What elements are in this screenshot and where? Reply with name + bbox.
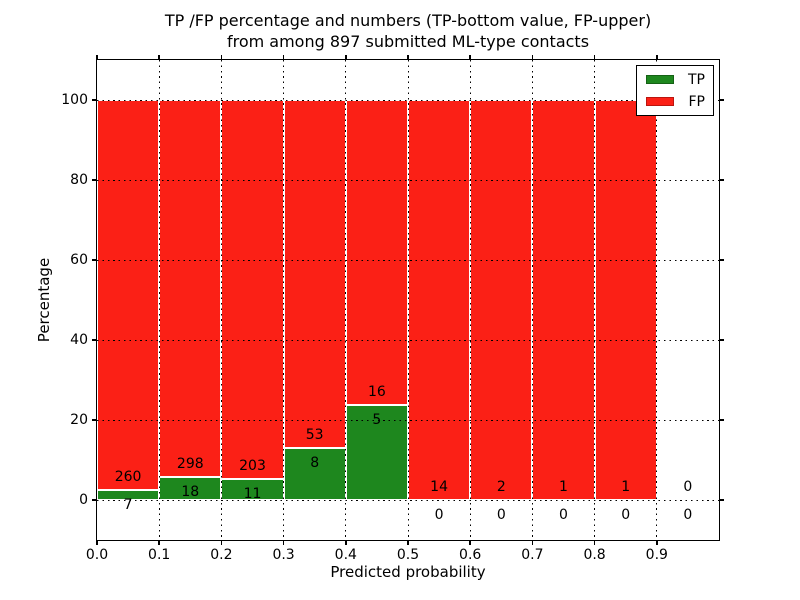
x-axis-label: Predicted probability [330,563,486,581]
fp-bar-segment [532,100,595,500]
x-axis-tick-top [282,55,285,60]
x-tick-label: 0.0 [85,547,109,563]
x-tick-label: 0.7 [521,547,544,563]
tp-count-label: 0 [559,507,568,523]
y-tick-label: 40 [70,332,88,348]
x-tick-label: 0.1 [148,547,171,563]
y-axis-tick-right [719,179,724,181]
chart-title: TP /FP percentage and numbers (TP-bottom… [97,10,719,52]
y-axis-tick [92,99,97,101]
fp-count-label: 1 [559,479,568,495]
fp-bar-segment [594,100,657,500]
fp-bar-segment [408,100,471,500]
legend-entry-fp: FP [646,92,705,111]
fp-bar-segment [470,100,533,500]
chart-title-line1: TP /FP percentage and numbers (TP-bottom… [164,11,652,30]
y-axis-tick [92,179,97,181]
fp-count-label: 2 [496,479,506,495]
tp-count-label: 11 [243,486,262,503]
plot-area: TP FP 260 7 298 18 203 11 53 8 16 5 14 0 2 0 1 0 1 0 0 0 [96,59,720,541]
fp-count-label: 298 [176,456,204,473]
fp-count-label: 260 [114,468,142,485]
y-axis-tick [92,419,97,421]
x-axis-tick [96,540,98,545]
y-tick-label: 0 [79,492,88,508]
tp-count-label: 18 [181,484,200,501]
tp-count-label: 0 [496,507,506,523]
x-axis-tick-top [469,55,471,60]
fp-count-label: 1 [621,479,631,495]
tp-bar-segment [97,489,160,500]
x-tick-label: 0.8 [583,547,606,563]
fp-bar-segment [345,100,408,405]
y-axis-tick-right [719,339,724,341]
y-axis-tick [92,499,97,501]
x-axis-tick-top [593,55,596,60]
x-axis-tick [407,540,409,545]
legend: TP FP [636,65,714,116]
x-tick-label: 0.5 [396,547,420,563]
y-tick-label: 60 [70,252,88,268]
fp-legend-swatch-icon [646,97,674,106]
tp-count-label: 0 [683,507,693,523]
chart-title-line2: from among 897 submitted ML-type contact… [226,32,590,51]
x-tick-label: 0.2 [210,547,233,563]
x-axis-tick [656,540,658,545]
legend-label-tp: TP [688,71,705,88]
y-axis-tick-right [719,259,724,261]
y-axis-tick-right [719,419,724,421]
y-axis-tick [92,259,97,261]
x-axis-tick [531,540,534,545]
y-axis-label: Percentage [35,257,53,343]
fp-count-label: 16 [367,383,386,400]
y-tick-label: 20 [70,412,88,428]
y-axis-tick [92,339,97,341]
fp-bar-segment [159,100,222,478]
x-axis-tick [345,540,347,545]
x-axis-tick [469,540,471,545]
y-tick-label: 80 [70,172,88,188]
x-tick-label: 0.4 [334,547,357,563]
fp-bar-segment [283,100,346,448]
x-tick-label: 0.9 [645,547,668,563]
x-axis-tick [282,540,285,545]
tp-count-label: 0 [621,507,631,523]
fp-count-label: 14 [430,479,448,495]
legend-label-fp: FP [688,93,706,110]
x-axis-tick-top [407,55,409,60]
fp-bar-segment [221,100,284,480]
fp-bar-segment [97,100,160,490]
tp-count-label: 8 [310,454,320,471]
fp-count-label: 0 [683,479,693,495]
x-axis-tick [220,540,223,545]
x-axis-tick [158,540,160,545]
fp-count-label: 203 [239,458,266,475]
tp-count-label: 7 [123,496,133,513]
y-axis-tick-right [719,499,724,501]
tp-count-label: 5 [372,411,382,428]
x-tick-label: 0.3 [272,547,295,563]
x-tick-label: 0.6 [459,547,482,563]
x-axis-tick-top [656,55,658,60]
y-tick-label: 100 [61,92,88,108]
fp-count-label: 53 [305,426,324,443]
tp-count-label: 0 [434,507,444,523]
x-axis-tick-top [531,55,534,60]
tp-legend-swatch-icon [646,75,674,84]
x-axis-tick [593,540,596,545]
x-axis-tick-top [220,55,223,60]
y-axis-tick-right [719,99,724,101]
legend-entry-tp: TP [646,70,705,89]
x-axis-tick-top [345,55,347,60]
x-axis-tick-top [158,55,160,60]
x-axis-tick-top [96,55,98,60]
